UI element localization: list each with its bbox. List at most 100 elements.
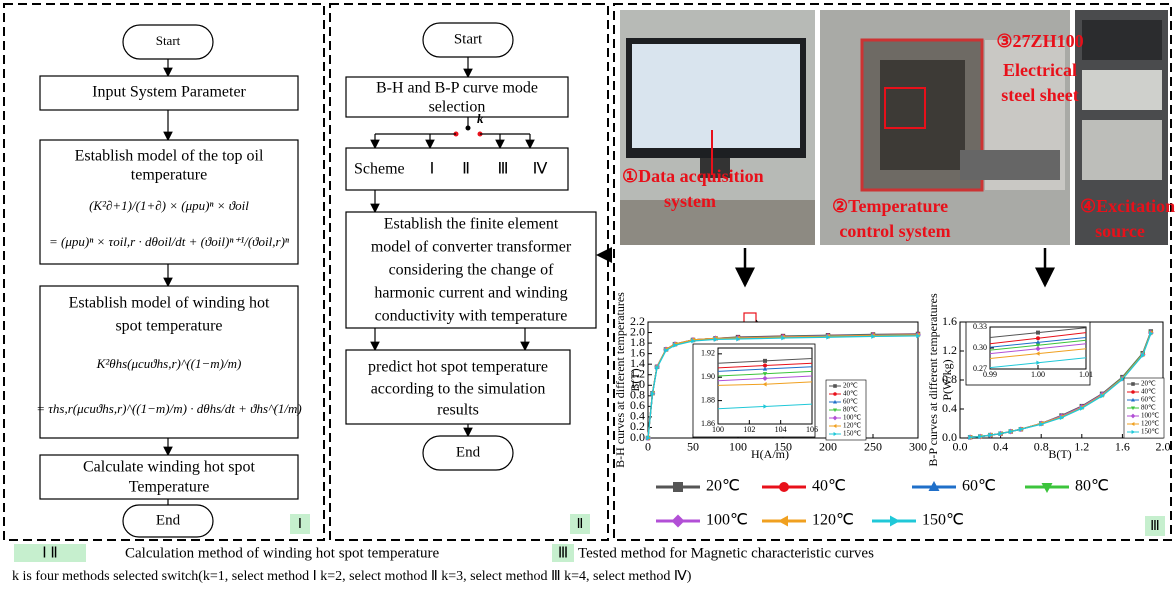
x-tick-label: 200 [819, 439, 837, 453]
legend-marker [833, 399, 837, 404]
x-tick-label: 1.01 [1079, 370, 1093, 379]
legend-label: 100℃ [1141, 412, 1160, 420]
legend-marker [833, 384, 837, 388]
x-axis-label: H(A/m) [751, 447, 789, 461]
y-tick-label: 1.8 [630, 335, 645, 349]
node-text: selection [429, 99, 486, 116]
marker [1149, 331, 1154, 337]
legend-marker [1041, 483, 1053, 493]
marker [1035, 340, 1041, 344]
y-axis-label: B(T) [628, 368, 642, 391]
y-tick-label: 1.4 [630, 356, 645, 370]
process-node [345, 349, 571, 425]
marker [762, 366, 768, 371]
legend-label: 80℃ [843, 406, 858, 414]
photo-label: ②Temperature [832, 196, 948, 216]
legend-label: 100℃ [706, 512, 748, 529]
x-tick-label: 300 [909, 439, 927, 453]
legend-marker [890, 515, 900, 527]
marker [1035, 343, 1041, 348]
rack-unit [1082, 120, 1162, 180]
marker [646, 435, 651, 441]
marker [763, 358, 767, 363]
x-tick-label: 102 [743, 425, 755, 434]
x-tick-label: 0.99 [983, 370, 997, 379]
legend-marker [1130, 413, 1136, 419]
caption-text: Calculation method of winding hot spot t… [125, 545, 439, 561]
process-node [345, 76, 569, 118]
end-node [422, 435, 514, 471]
x-tick-label: 0.0 [953, 439, 968, 453]
panel-label: Ⅱ [577, 517, 584, 532]
node-text: Calculate winding hot spot [83, 459, 256, 476]
photo-label: Electrical [1003, 60, 1077, 80]
panel-2 [329, 3, 609, 541]
node-text: Input System Parameter [92, 84, 246, 101]
y-tick-label: 1.86 [701, 419, 715, 428]
marker [781, 335, 786, 341]
photos: ①Data acquisition system ②Temperature co… [620, 10, 1175, 536]
switch-pivot [465, 125, 471, 131]
node-text: considering the change of [389, 262, 555, 279]
caption-tag [552, 544, 574, 562]
legend-label: 150℃ [922, 512, 964, 529]
equation: = τhs,r(μcuϑhs,r)^((1−m)/m) · dθhs/dt + … [36, 401, 301, 416]
node-text: B-H and B-P curve mode [376, 80, 538, 97]
process-node [39, 75, 299, 111]
marker [762, 375, 768, 381]
legend-marker [671, 514, 685, 528]
y-tick-label: 1.92 [701, 349, 715, 358]
photo-label: system [664, 191, 716, 211]
y-axis-label: P(W/kg) [940, 359, 954, 400]
legend-marker [833, 392, 837, 396]
legend-marker [1131, 397, 1135, 402]
legend-label: 150℃ [1141, 428, 1160, 436]
rack-unit [1082, 70, 1162, 110]
marker [736, 336, 741, 342]
y-tick-label: 1.88 [701, 395, 715, 404]
node-text: Establish model of the top oil [75, 148, 264, 165]
marker [998, 431, 1004, 437]
legend-label: 150℃ [843, 430, 862, 438]
node-text: Establish model of winding hot [69, 295, 270, 312]
legend-label: 40℃ [843, 390, 858, 398]
x-tick-label: 0.4 [993, 439, 1008, 453]
node-text: predict hot spot temperature [368, 359, 548, 376]
legend-marker [1131, 406, 1135, 411]
desk [620, 200, 815, 245]
marker [1008, 429, 1014, 434]
y-tick-label: 0.8 [942, 372, 957, 386]
panel-label: Ⅲ [1150, 519, 1160, 534]
marker [826, 334, 831, 340]
legend-label: 60℃ [962, 478, 996, 495]
node-text: spot temperature [115, 318, 222, 335]
y-tick-label: 0.33 [973, 322, 987, 331]
node-text: Ⅳ [533, 161, 548, 178]
legend-marker [1131, 430, 1136, 434]
y-tick-label: 2.2 [630, 314, 645, 328]
process-node [345, 211, 597, 329]
y-tick-label: 1.6 [942, 314, 957, 328]
node-text: Ⅰ [430, 161, 435, 178]
node-text: results [437, 402, 479, 419]
highlight [884, 87, 926, 129]
legend-marker [779, 482, 789, 492]
process-node [39, 454, 299, 500]
equation: = (μpu)ⁿ × τoil,r · dθoil/dt + (ϑoil)ⁿ⁺¹… [49, 234, 290, 249]
caption-label: Ⅲ [558, 545, 568, 561]
marker [968, 434, 973, 440]
start-text: Start [454, 31, 483, 47]
legend-label: 20℃ [1141, 380, 1156, 388]
process-node [39, 139, 299, 265]
legend-marker [832, 424, 837, 428]
legend-label: 100℃ [843, 414, 862, 422]
x-tick-label: 0 [645, 439, 651, 453]
photo-label: source [1095, 221, 1145, 241]
panel-label: Ⅰ [298, 517, 302, 532]
node-text: conductivity with temperature [375, 308, 568, 325]
start-text: Start [156, 33, 181, 48]
marker [1080, 405, 1085, 411]
marker [762, 382, 767, 387]
x-tick-label: 250 [864, 439, 882, 453]
legend-label: 20℃ [843, 382, 858, 390]
